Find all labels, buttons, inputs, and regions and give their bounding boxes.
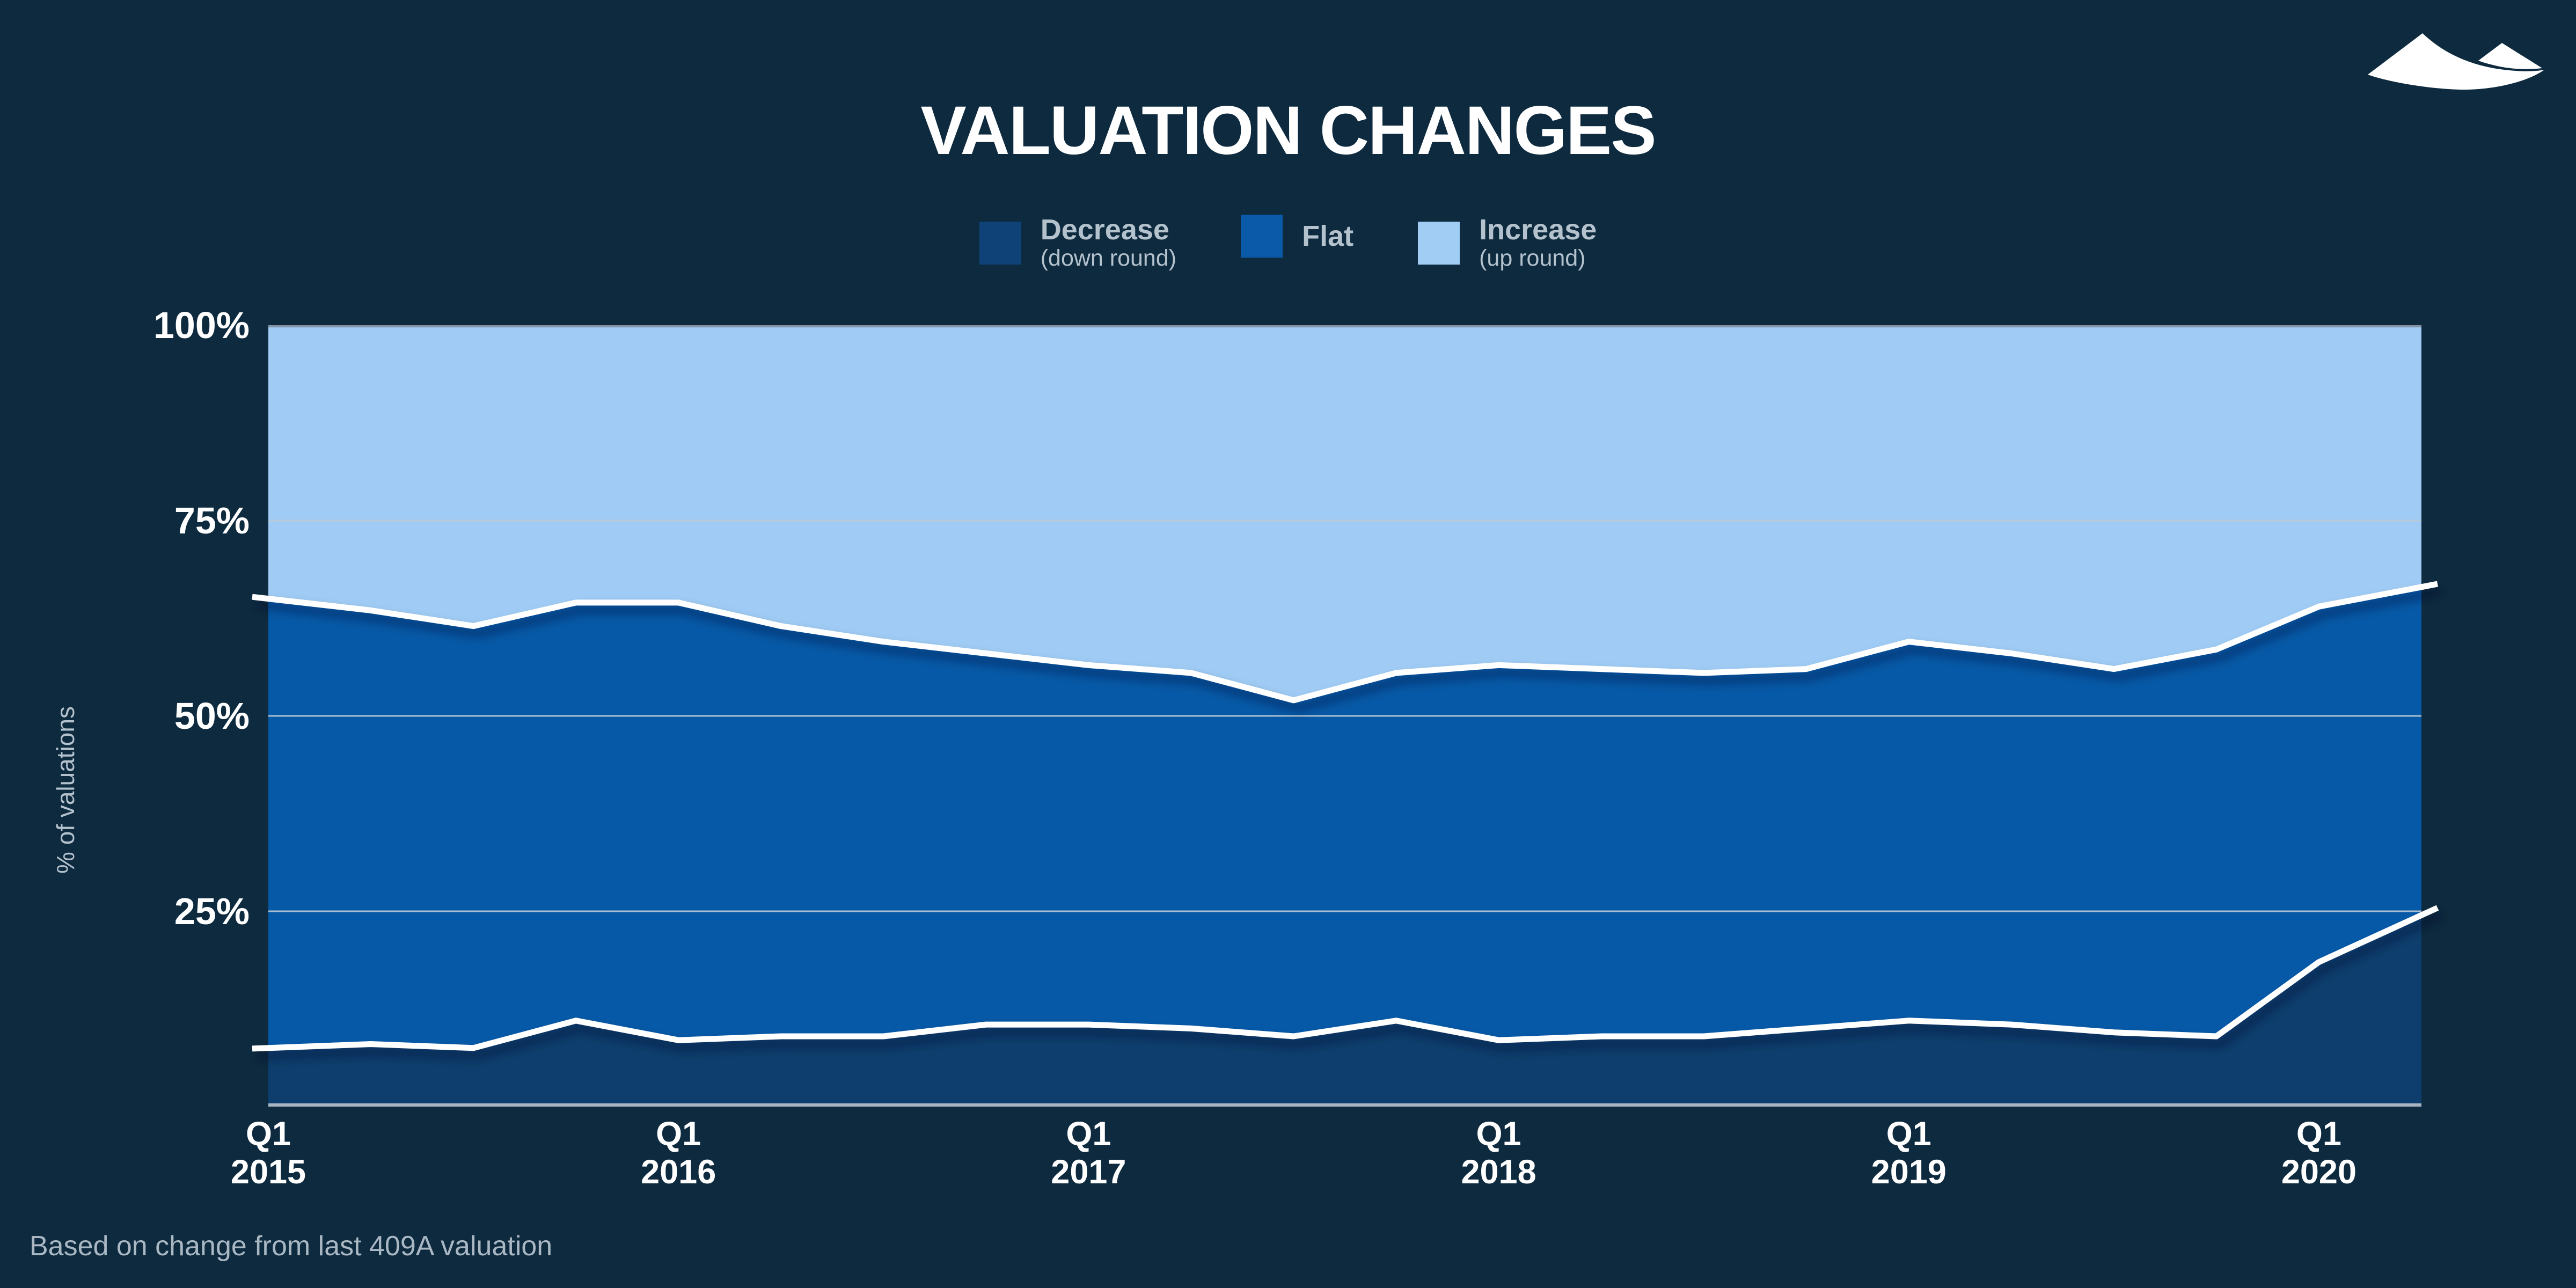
x-tick-Q1-2016: Q1 2016	[571, 1115, 786, 1191]
x-tick-quarter: Q1	[1476, 1115, 1521, 1153]
x-tick-year: 2017	[1051, 1153, 1126, 1191]
x-tick-quarter: Q1	[2296, 1115, 2341, 1153]
x-tick-year: 2016	[641, 1153, 716, 1191]
legend-text: Increase (up round)	[1479, 215, 1597, 272]
legend-label: Decrease	[1040, 214, 1169, 246]
x-tick-year: 2018	[1461, 1153, 1536, 1191]
x-tick-quarter: Q1	[656, 1115, 701, 1153]
boundary-line-flat-increase	[252, 581, 2439, 704]
x-tick-Q1-2015: Q1 2015	[161, 1115, 376, 1191]
legend-text: Flat	[1302, 221, 1353, 252]
y-tick-75%: 75%	[174, 500, 250, 541]
plot-area	[252, 325, 2439, 1107]
legend-text: Decrease (down round)	[1041, 215, 1176, 272]
x-tick-year: 2015	[230, 1153, 306, 1191]
footnote-caption: Based on change from last 409A valuation	[30, 1231, 553, 1262]
y-tick-25%: 25%	[174, 890, 250, 932]
stacked-area-chart	[252, 325, 2439, 1107]
legend-swatch-decrease	[979, 222, 1021, 265]
legend-label: Increase	[1479, 214, 1597, 246]
x-tick-year: 2020	[2281, 1153, 2357, 1191]
legend-item-increase: Increase (up round)	[1418, 215, 1597, 272]
legend-sublabel: (down round)	[1040, 245, 1177, 271]
carta-mountains-logo-icon	[2368, 33, 2544, 90]
x-tick-quarter: Q1	[1886, 1115, 1931, 1153]
y-tick-50%: 50%	[174, 695, 250, 737]
area-flat	[268, 587, 2421, 1107]
x-tick-Q1-2018: Q1 2018	[1392, 1115, 1606, 1191]
x-tick-Q1-2020: Q1 2020	[2212, 1115, 2426, 1191]
page-title: VALUATION CHANGES	[920, 92, 1656, 169]
legend-swatch-increase	[1418, 222, 1460, 265]
y-tick-100%: 100%	[153, 304, 250, 346]
legend-sublabel: (up round)	[1479, 245, 1586, 271]
x-tick-quarter: Q1	[245, 1115, 291, 1153]
legend-item-flat: Flat	[1241, 215, 1353, 258]
x-tick-Q1-2017: Q1 2017	[981, 1115, 1196, 1191]
legend-item-decrease: Decrease (down round)	[979, 215, 1176, 272]
x-tick-Q1-2019: Q1 2019	[1802, 1115, 2016, 1191]
chart-legend: Decrease (down round) Flat Increase (up roun…	[0, 215, 2576, 272]
area-decrease	[268, 915, 2421, 1107]
x-tick-year: 2019	[1871, 1153, 1946, 1191]
legend-swatch-flat	[1241, 215, 1283, 258]
x-tick-quarter: Q1	[1066, 1115, 1111, 1153]
boundary-line-decrease-flat	[252, 905, 2439, 1052]
legend-label: Flat	[1302, 219, 1354, 252]
